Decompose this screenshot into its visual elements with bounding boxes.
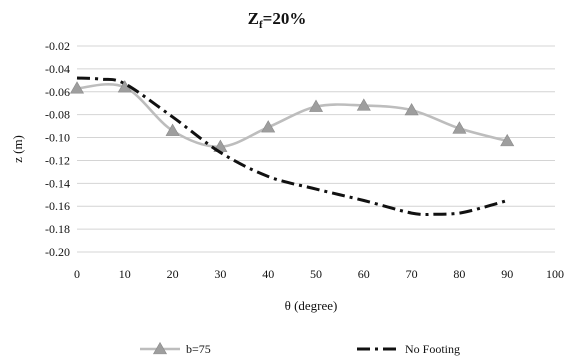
x-tick-label: 60 xyxy=(358,267,370,281)
series-layer xyxy=(69,76,515,217)
y-tick-label: -0.10 xyxy=(45,131,70,145)
y-tick-label: -0.20 xyxy=(45,245,70,259)
y-tick-label: -0.02 xyxy=(45,39,70,53)
y-tick-label: -0.06 xyxy=(45,85,70,99)
data-point xyxy=(165,123,180,136)
x-tick-label: 30 xyxy=(214,267,226,281)
data-point xyxy=(69,81,85,94)
x-tick-label: 70 xyxy=(406,267,418,281)
data-point xyxy=(500,133,515,147)
series-line-1 xyxy=(76,76,508,217)
series-line-0 xyxy=(76,83,508,149)
y-tick-label: -0.14 xyxy=(45,176,70,190)
chart-title: Zf=20% xyxy=(248,9,307,31)
y-tick-label: -0.12 xyxy=(45,153,70,167)
legend-label-b75: b=75 xyxy=(186,342,211,356)
data-point xyxy=(261,120,276,133)
y-tick-label: -0.18 xyxy=(45,222,70,236)
x-tick-label: 0 xyxy=(74,267,80,281)
data-point xyxy=(404,102,419,116)
data-point xyxy=(452,121,467,134)
data-point xyxy=(356,98,371,111)
x-tick-label: 50 xyxy=(310,267,322,281)
legend-label-no-footing: No Footing xyxy=(405,342,460,356)
x-axis-label: θ (degree) xyxy=(285,298,338,313)
x-tick-label: 10 xyxy=(119,267,131,281)
x-tick-label: 100 xyxy=(546,267,564,281)
legend-marker-b75 xyxy=(152,341,168,355)
x-tick-label: 90 xyxy=(501,267,513,281)
y-axis-ticks: -0.02 -0.04 -0.06 -0.08 -0.10 -0.12 -0.14 -0.16… xyxy=(45,39,70,259)
legend: b=75 No Footing xyxy=(140,341,460,356)
x-tick-label: 20 xyxy=(167,267,179,281)
data-point xyxy=(308,99,324,112)
x-axis-ticks: 0 10 20 30 40 50 60 70 80 90 100 xyxy=(74,267,564,281)
x-tick-label: 80 xyxy=(453,267,465,281)
y-tick-label: -0.16 xyxy=(45,199,70,213)
y-tick-label: -0.04 xyxy=(45,62,70,76)
x-tick-label: 40 xyxy=(262,267,274,281)
y-axis-label: z (m) xyxy=(10,135,25,163)
grid xyxy=(77,45,555,253)
y-tick-label: -0.08 xyxy=(45,108,70,122)
